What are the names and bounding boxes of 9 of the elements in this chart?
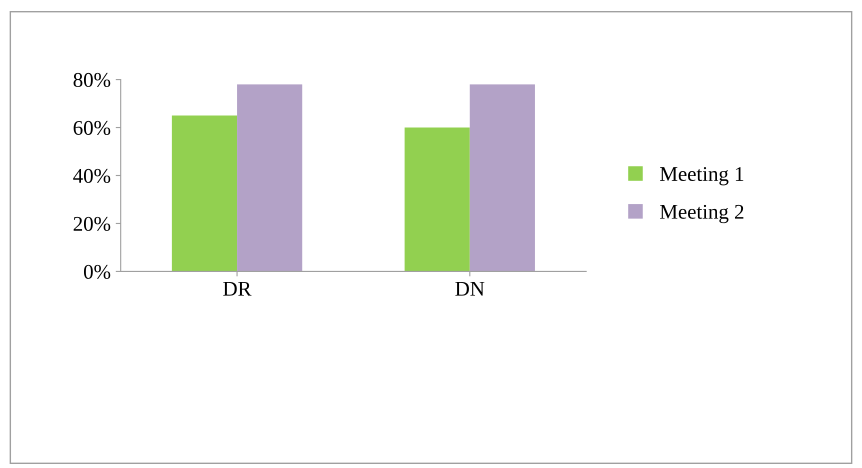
y-tick-label: 40% <box>73 168 110 183</box>
legend-label: Meeting 1 <box>660 167 744 186</box>
y-tick-label: 20% <box>74 216 110 231</box>
y-tick-label: 80% <box>74 72 110 88</box>
y-tick-label: 0% <box>84 264 110 279</box>
x-tick-label: DN <box>455 282 484 296</box>
legend-label: Meeting 2 <box>660 204 744 224</box>
x-tick-label: DR <box>223 282 252 296</box>
y-tick-label: 60% <box>74 120 110 136</box>
